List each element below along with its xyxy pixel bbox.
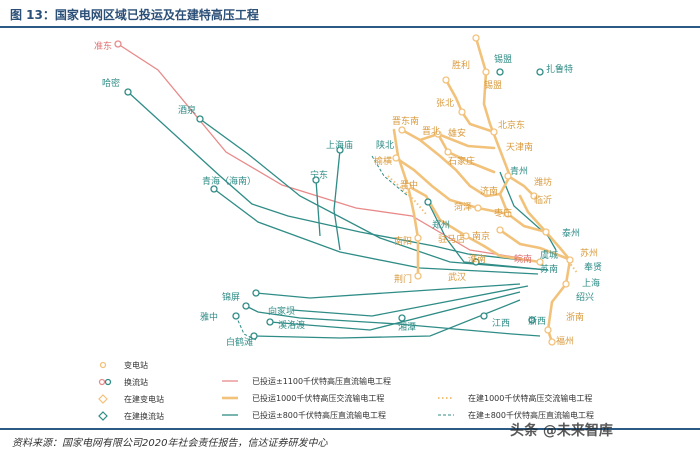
- legend-substation-symbol: [98, 360, 108, 372]
- label-ximeng: 锡盟: [494, 54, 512, 65]
- label-zhexi: 浙西: [528, 315, 546, 327]
- label-fengxian: 奉贤: [584, 261, 602, 273]
- label-beijingdong: 北京东: [498, 119, 525, 131]
- label-shengli: 胜利: [452, 59, 470, 71]
- label-jindongnan: 晋东南: [392, 115, 419, 127]
- label-zhengzhou: 郑州: [432, 219, 450, 231]
- station-markers: [114, 34, 574, 346]
- legend-conv-building-symbol: [98, 411, 108, 423]
- label-tianjinnan: 天津南: [506, 141, 533, 153]
- ac1000-lines: [392, 36, 572, 344]
- figure-title: 图 13：国家电网区域已投运及在建特高压工程: [10, 8, 259, 22]
- label-taizhou: 泰州: [562, 227, 580, 239]
- label-shanghai: 上海: [582, 277, 600, 289]
- label-qingzhou: 青州: [510, 165, 528, 177]
- label-weifang: 潍坊: [534, 176, 552, 188]
- label-qinghai: 青海（海南）: [202, 175, 256, 187]
- label-yucheng: 虞城: [540, 249, 558, 261]
- legend-ac1000-label: 已投运1000千伏特高压交流输电工程: [252, 394, 385, 403]
- label-xiangtan: 湘潭: [398, 321, 416, 333]
- label-ningdong: 宁东: [310, 169, 328, 181]
- label-nanjing: 南京: [472, 230, 490, 242]
- label-fuzhou: 福州: [556, 335, 574, 347]
- legend-dc800-symbol: [222, 410, 238, 422]
- legend-sub-building-label: 在建变电站: [124, 395, 164, 404]
- watermark: 头条 @未来智库: [510, 423, 613, 439]
- label-zaozhuang: 枣庄: [494, 207, 512, 219]
- legend-ac1000-symbol: [222, 393, 238, 405]
- label-heze: 菏泽: [454, 202, 472, 213]
- label-xiluodu: 溪洛渡: [278, 319, 305, 331]
- grid-map: 准东 哈密 酒泉 青海（海南） 上海庙 宁东 胜利 锡盟 扎鲁特 锡盟 张北 北…: [94, 34, 602, 348]
- figure-header: 图 13：国家电网区域已投运及在建特高压工程: [0, 0, 700, 28]
- source-note: 资料来源：国家电网有限公司2020年社会责任报告，信达证券研发中心: [12, 438, 328, 449]
- label-shijiazhuang: 石家庄: [448, 155, 475, 167]
- legend-sub-building-symbol: [98, 394, 108, 406]
- legend-dc1100-symbol: [222, 376, 238, 388]
- legend-dc800-building-label: 在建±800千伏特高压直流输电工程: [468, 411, 594, 420]
- legend-dc800-building-symbol: [438, 410, 454, 422]
- legend-ac1000-building-symbol: [438, 393, 454, 405]
- label-zhangbei: 张北: [436, 98, 454, 109]
- label-xiongan: 雄安: [448, 127, 466, 139]
- label-jinzhong: 晋中: [400, 179, 418, 191]
- dc1100-line: [117, 43, 521, 259]
- label-sunan: 苏南: [540, 263, 558, 275]
- label-ximengnan: 锡盟: [484, 80, 502, 91]
- label-jingmen: 荆门: [394, 273, 412, 285]
- label-jinbei: 晋北: [422, 126, 440, 137]
- legend-ac1000-building-label: 在建1000千伏特高压交流输电工程: [468, 394, 593, 403]
- dc800-lines: [127, 91, 557, 339]
- legend: 变电站 换流站 在建变电站 在建换流站 已投运±1100千伏特高压直流输电工程 …: [96, 354, 656, 426]
- label-shanghaimiao: 上海庙: [326, 139, 353, 151]
- label-shanbei: 陕北: [376, 139, 394, 151]
- legend-converter-symbol: [98, 377, 112, 389]
- legend-dc800-label: 已投运±800千伏特高压直流输电工程: [252, 411, 386, 420]
- legend-converter-label: 换流站: [124, 378, 148, 387]
- source-divider: [0, 428, 700, 430]
- label-linyi: 临沂: [534, 194, 552, 206]
- label-jinan: 济南: [480, 185, 498, 197]
- ac1000-building-lines: [387, 175, 579, 275]
- label-wuhan: 武汉: [448, 271, 466, 283]
- label-baihetan: 白鹤滩: [226, 336, 253, 348]
- label-jinping: 锦屏: [222, 291, 240, 303]
- legend-dc1100-label: 已投运±1100千伏特高压直流输电工程: [252, 377, 392, 386]
- label-yuheng: 榆横: [374, 155, 392, 167]
- label-zhundong: 准东: [94, 40, 112, 52]
- label-jiangxi: 江西: [492, 318, 510, 329]
- label-yazhong: 雅中: [200, 311, 218, 323]
- label-zhumadian: 驻马店: [438, 233, 465, 245]
- label-jiuquan: 酒泉: [178, 104, 196, 116]
- dc800-building-lines: [235, 155, 409, 341]
- legend-substation-label: 变电站: [124, 361, 148, 370]
- label-wannan: 皖南: [514, 253, 532, 265]
- label-zhenan: 浙南: [566, 311, 584, 323]
- label-huainan: 淮南: [468, 253, 486, 265]
- station-labels: 准东 哈密 酒泉 青海（海南） 上海庙 宁东 胜利 锡盟 扎鲁特 锡盟 张北 北…: [94, 40, 602, 348]
- label-nanyang: 南阳: [394, 235, 412, 247]
- label-zhalute: 扎鲁特: [546, 63, 573, 75]
- label-shaoxing: 绍兴: [576, 291, 594, 303]
- label-xiangjiaba: 向家坝: [268, 305, 295, 317]
- label-suzhou: 苏州: [580, 247, 598, 259]
- legend-conv-building-label: 在建换流站: [124, 412, 164, 421]
- label-hami: 哈密: [102, 77, 120, 89]
